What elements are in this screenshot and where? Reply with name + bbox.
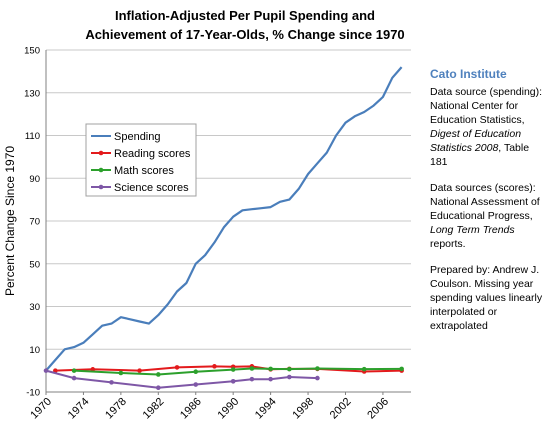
data-point [137, 368, 142, 373]
legend-entry: Reading scores [114, 148, 191, 160]
data-point [230, 379, 236, 384]
y-tick-label: 90 [29, 174, 40, 185]
x-tick-label: 1990 [216, 396, 242, 422]
data-point [361, 366, 367, 372]
data-point [315, 366, 320, 371]
scores-source-title: Long Term Trends [430, 224, 515, 236]
prepared-by-note: Prepared by: Andrew J. Coulson. Missing … [430, 264, 543, 332]
scores-source-note: Data sources (scores): National Assessme… [430, 181, 547, 251]
data-point [174, 365, 180, 370]
x-tick-label: 1982 [141, 396, 167, 422]
data-point [399, 366, 404, 372]
data-point [249, 376, 255, 382]
data-point [212, 364, 217, 369]
y-tick-label: 130 [24, 88, 40, 99]
chart-title-line2: Achievement of 17-Year-Olds, % Change si… [85, 27, 405, 42]
data-point [156, 385, 161, 391]
spending-source-prefix: Data source (spending): National Center … [430, 86, 543, 126]
data-point [268, 376, 273, 382]
data-point [90, 367, 96, 372]
y-tick-label: 70 [29, 217, 40, 228]
legend-entry: Math scores [114, 165, 174, 177]
y-tick-label: 30 [29, 302, 40, 313]
y-tick-label: 150 [24, 46, 40, 57]
y-axis-label: Percent Change Since 1970 [3, 146, 17, 296]
brand-label: Cato Institute [430, 67, 507, 81]
data-point [109, 380, 114, 385]
x-tick-label: 1994 [253, 396, 279, 422]
y-tick-label: 10 [29, 345, 40, 356]
legend-entry: Science scores [114, 182, 189, 194]
series-line-4 [45, 369, 318, 389]
legend-entry: Spending [114, 131, 161, 143]
legend-marker [98, 167, 104, 173]
data-point [193, 382, 199, 387]
x-tick-label: 1978 [103, 396, 129, 422]
data-point [268, 366, 273, 372]
scores-source-prefix: Data sources (scores): National Assessme… [430, 182, 540, 222]
data-point [287, 366, 292, 372]
chart-title-line1: Inflation-Adjusted Per Pupil Spending an… [115, 8, 375, 23]
scores-source-suffix: reports. [430, 238, 466, 250]
series-line-1 [45, 66, 403, 372]
spending-source-suffix: , Table 181 [430, 142, 530, 168]
spending-source-note: Data source (spending): National Center … [430, 85, 547, 169]
data-point [71, 368, 77, 373]
y-tick-label: 50 [29, 259, 40, 270]
legend-marker [98, 184, 104, 190]
x-tick-label: 1970 [28, 396, 54, 422]
x-tick-label: 2006 [365, 396, 391, 422]
sidebar-notes: Cato Institute Data source (spending): N… [430, 67, 547, 345]
y-tick-label: 110 [25, 131, 40, 142]
spending-source-title: Digest of Education Statistics 2008 [430, 128, 522, 154]
data-point [156, 372, 161, 377]
data-point [118, 370, 124, 376]
x-tick-label: 2002 [328, 396, 354, 422]
data-point [230, 367, 236, 372]
y-tick-label: -10 [26, 388, 40, 399]
data-point [315, 375, 320, 381]
chart-title: Inflation-Adjusted Per Pupil Spending an… [40, 6, 450, 44]
legend-marker [98, 150, 104, 156]
x-tick-label: 1986 [178, 396, 204, 422]
data-point [43, 368, 49, 373]
data-point [193, 369, 199, 374]
x-tick-label: 1974 [66, 396, 92, 422]
data-point [71, 375, 77, 381]
data-point [287, 374, 292, 380]
data-point [249, 366, 255, 371]
x-tick-label: 1998 [290, 396, 316, 422]
